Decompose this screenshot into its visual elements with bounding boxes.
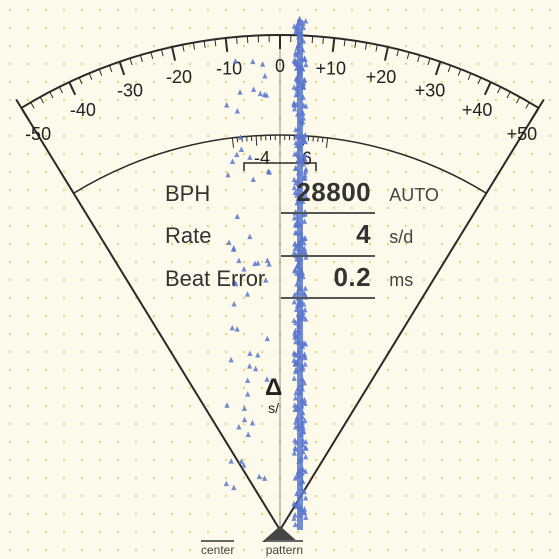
- rate-value: 4: [281, 214, 375, 256]
- svg-text:-10: -10: [216, 59, 242, 79]
- svg-text:-20: -20: [166, 67, 192, 87]
- svg-text:-4: -4: [254, 148, 270, 168]
- bph-unit: AUTO: [389, 185, 439, 205]
- readout-panel: BPH 28800 AUTO Rate 4 s/d Beat Error 0.2…: [165, 172, 439, 299]
- rate-label: Rate: [165, 219, 275, 253]
- pattern-button[interactable]: pattern: [266, 540, 303, 557]
- bph-value: 28800: [281, 172, 375, 214]
- bottom-buttons: center pattern: [187, 540, 317, 557]
- delta-unit: s/: [265, 400, 282, 416]
- svg-text:-40: -40: [70, 100, 96, 120]
- center-button[interactable]: center: [201, 540, 234, 557]
- beat-unit: ms: [389, 270, 413, 290]
- svg-text:+50: +50: [507, 124, 538, 144]
- svg-text:-30: -30: [117, 81, 143, 101]
- center-delta: Δ s/: [265, 376, 282, 416]
- svg-text:+20: +20: [366, 67, 397, 87]
- svg-text:+10: +10: [316, 59, 347, 79]
- svg-text:+40: +40: [462, 100, 493, 120]
- bph-label: BPH: [165, 177, 275, 211]
- rate-unit: s/d: [389, 227, 413, 247]
- delta-icon: Δ: [265, 376, 282, 400]
- beat-value: 0.2: [281, 257, 375, 299]
- svg-text:-50: -50: [25, 124, 51, 144]
- beat-label: Beat Error: [165, 262, 275, 296]
- svg-text:+30: +30: [415, 81, 446, 101]
- timegrapher-chart: -50-40-30-20-100+10+20+30+40+50-46 BPH 2…: [0, 0, 559, 559]
